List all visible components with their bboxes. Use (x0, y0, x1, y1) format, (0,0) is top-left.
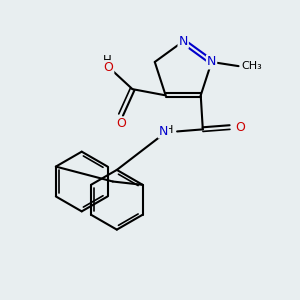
Text: CH₃: CH₃ (242, 61, 262, 71)
Text: H: H (165, 125, 173, 135)
Text: O: O (235, 121, 245, 134)
Text: N: N (207, 56, 216, 68)
Text: N: N (159, 124, 168, 137)
Text: O: O (116, 118, 126, 130)
Text: N: N (178, 35, 188, 48)
Text: O: O (103, 61, 113, 74)
Text: H: H (103, 54, 112, 67)
